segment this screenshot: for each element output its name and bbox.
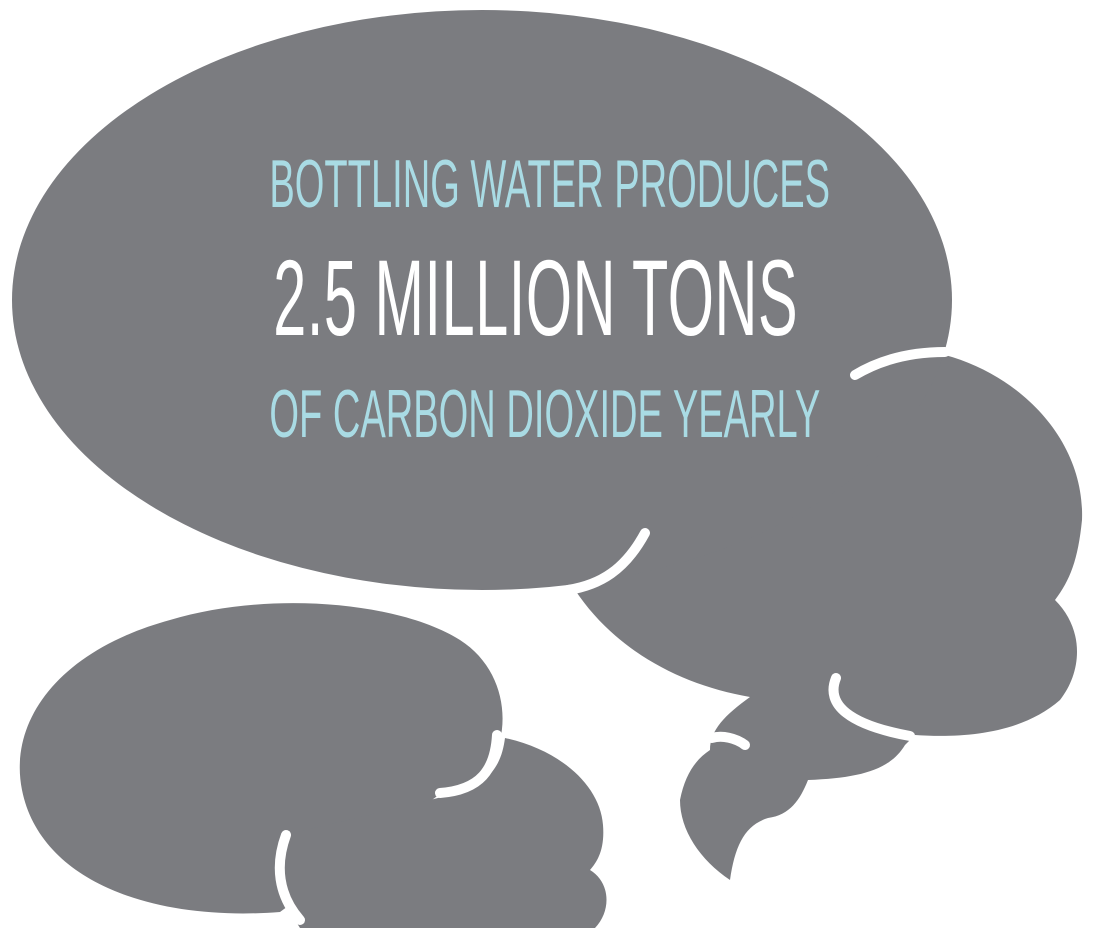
headline-line-3: OF CARBON DIOXIDE YEARLY <box>269 380 700 448</box>
headline-line-2: 2.5 MILLION TONS <box>273 244 697 352</box>
headline-line-1: BOTTLING WATER PRODUCES <box>269 150 700 218</box>
